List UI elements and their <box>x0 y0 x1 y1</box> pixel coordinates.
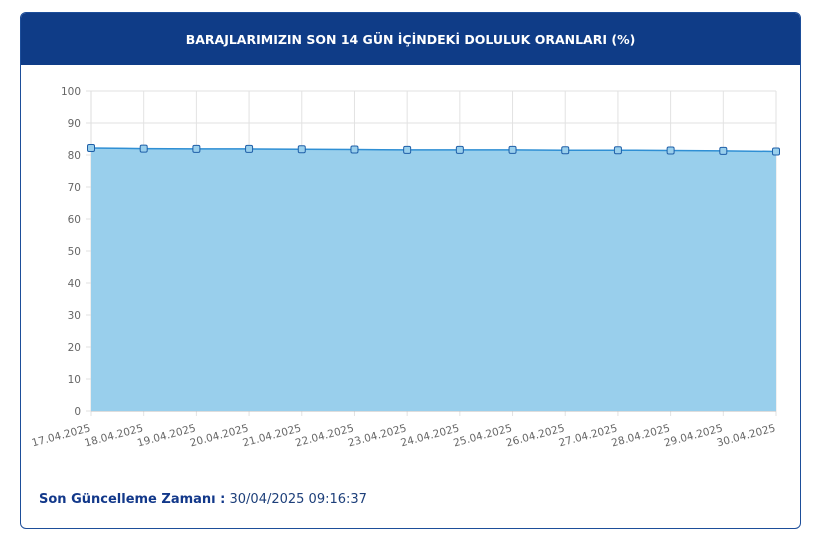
x-tick-label: 20.04.2025 <box>189 422 250 449</box>
point <box>772 147 780 156</box>
x-tick-label: 28.04.2025 <box>610 422 671 449</box>
point <box>561 146 570 155</box>
point <box>613 146 622 155</box>
y-tick-label: 20 <box>68 342 81 354</box>
point <box>245 144 254 153</box>
point <box>297 145 306 154</box>
x-tick-label: 21.04.2025 <box>241 422 302 449</box>
x-tick-label: 18.04.2025 <box>83 422 144 449</box>
x-tick-label: 23.04.2025 <box>347 422 408 449</box>
y-tick-label: 0 <box>74 406 81 418</box>
point <box>403 145 412 154</box>
line <box>90 147 777 153</box>
x-tick-label: 29.04.2025 <box>663 422 724 449</box>
x-tick-label: 22.04.2025 <box>294 422 355 449</box>
x-tick-label: 17.04.2025 <box>31 422 92 449</box>
y-tick-label: 30 <box>68 310 81 322</box>
y-tick-label: 50 <box>68 246 81 258</box>
area <box>91 147 776 411</box>
card: BARAJLARIMIZIN SON 14 GÜN İÇİNDEKİ DOLUL… <box>20 12 801 529</box>
point <box>508 145 517 154</box>
point <box>719 146 728 155</box>
update-label: Son Güncelleme Zamanı : <box>39 492 226 507</box>
update-info: Son Güncelleme Zamanı : 30/04/2025 09:16… <box>39 492 367 507</box>
card-header: BARAJLARIMIZIN SON 14 GÜN İÇİNDEKİ DOLUL… <box>21 13 800 65</box>
point <box>350 145 359 154</box>
point <box>455 145 464 154</box>
y-tick-label: 80 <box>68 150 81 162</box>
x-tick-label: 25.04.2025 <box>452 422 513 449</box>
point <box>192 144 201 153</box>
x-tick-label: 30.04.2025 <box>716 422 777 449</box>
y-tick-label: 90 <box>68 118 81 130</box>
x-tick-label: 26.04.2025 <box>505 422 566 449</box>
point <box>87 143 95 152</box>
y-tick-label: 40 <box>68 278 81 290</box>
x-tick-label: 24.04.2025 <box>399 422 460 449</box>
chart-title: BARAJLARIMIZIN SON 14 GÜN İÇİNDEKİ DOLUL… <box>185 31 636 47</box>
x-tick-label: 27.04.2025 <box>558 422 619 449</box>
x-tick-label: 19.04.2025 <box>136 422 197 449</box>
y-tick-label: 10 <box>68 374 81 386</box>
y-tick-label: 100 <box>61 86 81 98</box>
y-tick-label: 70 <box>68 182 81 194</box>
point <box>139 144 148 153</box>
y-tick-label: 60 <box>68 214 81 226</box>
update-time: 30/04/2025 09:16:37 <box>229 492 367 507</box>
point <box>666 146 675 155</box>
